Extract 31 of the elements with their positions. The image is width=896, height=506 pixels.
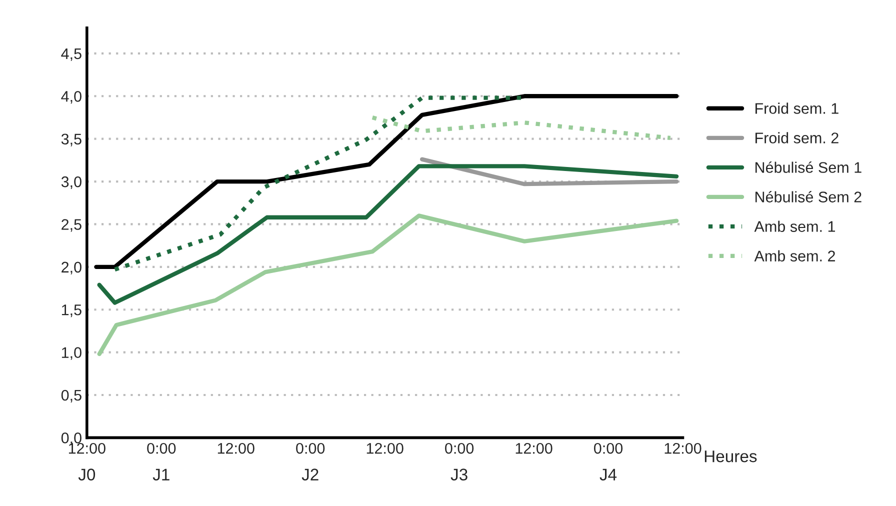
legend-label: Nébulisé Sem 2 [756, 191, 862, 202]
x-tick-label: 0:00 [147, 442, 176, 454]
y-tick-label: 4,5 [61, 48, 82, 61]
text: J3 [450, 468, 468, 480]
legend-label: Nébulisé Sem 1 [756, 162, 862, 173]
y-tick-label: 4,0 [61, 91, 82, 104]
text: J0 [78, 468, 96, 480]
text: J1 [152, 468, 170, 480]
y-tick-label: 3,5 [61, 134, 82, 146]
x-tick-label: 12:00 [664, 442, 702, 454]
y-tick-label: 0,0 [61, 432, 82, 446]
x-tick-label: 12:00 [516, 442, 552, 454]
x-tick-label: 0:00 [296, 442, 325, 454]
y-tick-label: 3,0 [61, 176, 82, 190]
y-tick-label: 2,5 [62, 219, 82, 232]
y-tick-label: 1,0 [62, 347, 82, 360]
x-tick-label: 12:00 [68, 442, 106, 454]
x-tick-label: 12:00 [366, 442, 404, 454]
x-tick-label: 12:00 [218, 442, 254, 454]
y-tick-label: 0,5 [61, 390, 82, 402]
x-tick-label: 0:00 [594, 442, 623, 454]
legend-label: Amb sem. 1 [754, 220, 836, 232]
x-tick-label: 0:00 [445, 442, 474, 454]
y-tick-label: 2,0 [62, 262, 82, 274]
y-tick-label: 1,5 [62, 304, 82, 318]
legend-label: Froid sem. 2 [756, 132, 838, 144]
text: J2 [302, 468, 318, 480]
x-axis-title: Heures [704, 450, 757, 462]
legend-label: Amb sem. 2 [754, 250, 835, 262]
legend-label: Froid sem. 1 [756, 102, 838, 114]
text: J4 [600, 468, 617, 480]
